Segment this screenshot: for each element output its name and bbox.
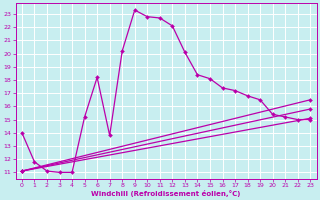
X-axis label: Windchill (Refroidissement éolien,°C): Windchill (Refroidissement éolien,°C) <box>92 190 241 197</box>
